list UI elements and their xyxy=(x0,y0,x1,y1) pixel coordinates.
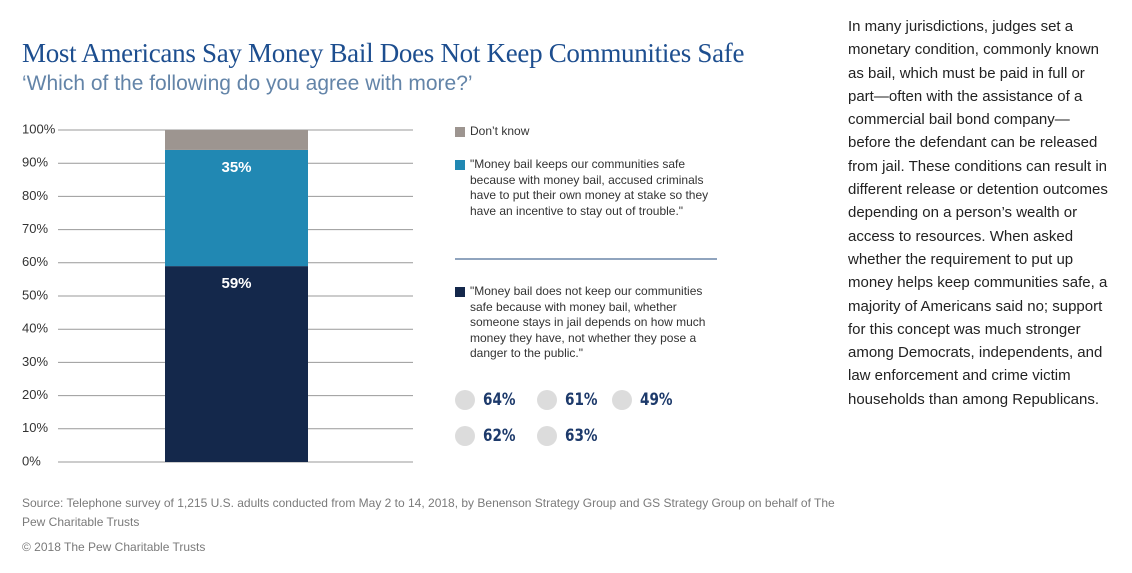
group-result: 63% xyxy=(537,426,606,446)
legend-swatch xyxy=(455,127,465,137)
y-tick-label: 40% xyxy=(22,321,48,336)
group-icon xyxy=(612,390,632,410)
group-icon xyxy=(537,390,557,410)
group-result: 62% xyxy=(455,426,524,446)
y-tick-label: 20% xyxy=(22,387,48,402)
y-tick-label: 80% xyxy=(22,188,48,203)
legend-entry: "Money bail keeps our communities safe b… xyxy=(455,157,715,219)
legend-swatch xyxy=(455,160,465,170)
bar-segment xyxy=(165,266,308,462)
y-tick-label: 10% xyxy=(22,420,48,435)
y-tick-label: 30% xyxy=(22,354,48,369)
data-label: 59% xyxy=(221,275,251,292)
source-note: Source: Telephone survey of 1,215 U.S. a… xyxy=(22,496,835,529)
chart: 0% 10% 20% 30% 40% 50% 60% 70% 80% 90% 100% 59% 35% xyxy=(22,121,717,468)
copyright: © 2018 The Pew Charitable Trusts xyxy=(22,540,206,554)
y-tick-label: 90% xyxy=(22,155,48,170)
y-tick-label: 60% xyxy=(22,254,48,269)
y-tick-label: 70% xyxy=(22,221,48,236)
chart-title: Most Americans Say Money Bail Does Not K… xyxy=(22,38,745,68)
sidebar-text: In many jurisdictions, judges set a mone… xyxy=(848,18,1108,408)
bar-segment xyxy=(165,149,308,267)
y-tick-label: 0% xyxy=(22,453,41,468)
chart-subtitle: ‘Which of the following do you agree wit… xyxy=(22,72,473,95)
y-tick-label: 50% xyxy=(22,287,48,302)
group-icon xyxy=(537,426,557,446)
y-tick-label: 100% xyxy=(22,121,56,136)
data-label: 35% xyxy=(221,159,251,176)
legend-swatch xyxy=(455,287,465,297)
group-icon xyxy=(455,390,475,410)
group-result: 64% xyxy=(455,390,524,410)
legend-entry: Don’t know xyxy=(455,124,715,140)
group-value: 49% xyxy=(640,390,673,410)
group-result: 61% xyxy=(537,390,606,410)
group-result: 49% xyxy=(612,390,681,410)
group-icon xyxy=(455,426,475,446)
group-value: 61% xyxy=(565,390,598,410)
group-value: 64% xyxy=(483,390,516,410)
group-value: 62% xyxy=(483,426,516,446)
group-value: 63% xyxy=(565,426,598,446)
legend-entry: "Money bail does not keep our communitie… xyxy=(455,284,715,362)
bar-segment xyxy=(165,130,308,150)
